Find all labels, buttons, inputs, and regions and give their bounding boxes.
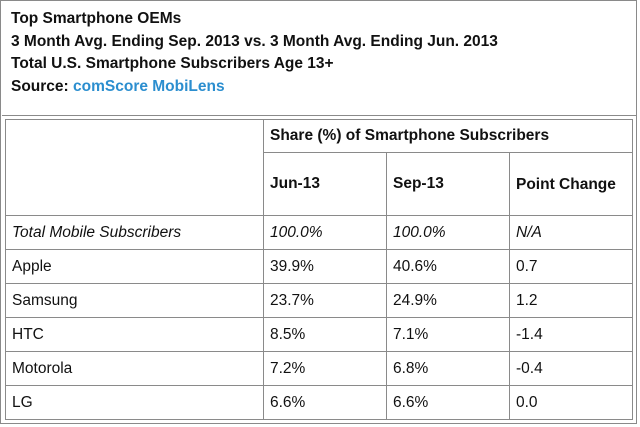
data-table: Share (%) of Smartphone Subscribers Jun-… [5,119,634,420]
table-row: Apple 39.9% 40.6% 0.7 [5,249,634,284]
cell-jun: 6.6% [263,385,387,420]
table-title: Top Smartphone OEMs [11,10,182,27]
table-population: Total U.S. Smartphone Subscribers Age 13… [11,55,334,72]
source-label: Source: [11,77,74,95]
row-label: Apple [5,249,264,284]
row-label: Total Mobile Subscribers [5,215,264,250]
row-label: Samsung [5,283,264,318]
table-row: Total Mobile Subscribers 100.0% 100.0% N… [5,215,634,250]
cell-change: -0.4 [508,351,634,386]
source-link[interactable]: comScore MobiLens [73,77,225,95]
cell-sep: 40.6% [386,249,510,284]
table-row: LG 6.6% 6.6% 0.0 [5,385,634,420]
cell-jun: 8.5% [263,317,387,352]
cell-change: N/A [508,215,634,250]
table-header-block: Top Smartphone OEMs 3 Month Avg. Ending … [2,2,637,116]
cell-sep: 100.0% [386,215,510,250]
cell-change: 1.2 [508,283,634,318]
column-header-jun: Jun-13 [263,152,387,216]
cell-sep: 6.6% [386,385,510,420]
source-line: Source: comScore MobiLens [11,76,637,99]
table-row: Samsung 23.7% 24.9% 1.2 [5,283,634,318]
cell-change: -1.4 [508,317,634,352]
cell-change: 0.7 [508,249,634,284]
column-header-sep: Sep-13 [386,152,510,216]
column-header-change: Point Change [516,175,616,193]
row-label: LG [5,385,264,420]
row-label: Motorola [5,351,264,386]
cell-jun: 23.7% [263,283,387,318]
cell-jun: 39.9% [263,249,387,284]
table-row: HTC 8.5% 7.1% -1.4 [5,317,634,352]
cell-jun: 7.2% [263,351,387,386]
group-header: Share (%) of Smartphone Subscribers [262,119,634,153]
corner-cell [5,119,264,216]
cell-sep: 7.1% [386,317,510,352]
table-row: Motorola 7.2% 6.8% -0.4 [5,351,634,386]
row-label: HTC [5,317,264,352]
cell-sep: 6.8% [386,351,510,386]
cell-sep: 24.9% [386,283,510,318]
cell-jun: 100.0% [263,215,387,250]
table-period: 3 Month Avg. Ending Sep. 2013 vs. 3 Mont… [11,32,498,50]
cell-change: 0.0 [508,385,634,420]
